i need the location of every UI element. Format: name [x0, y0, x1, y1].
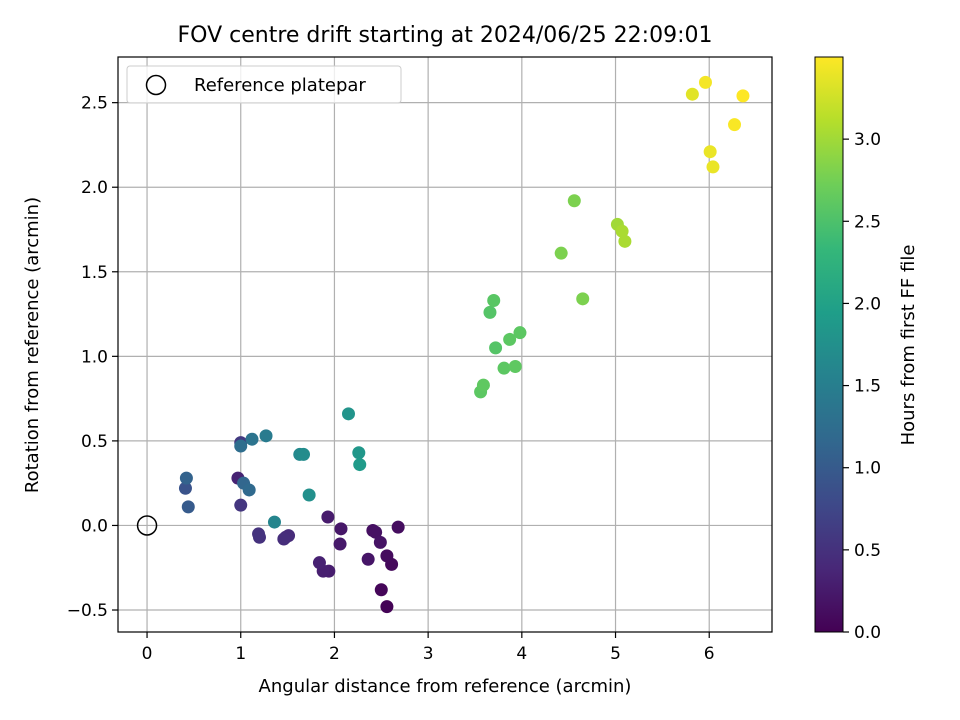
data-point — [373, 535, 387, 549]
data-point — [476, 378, 490, 392]
plot-frame — [117, 56, 773, 633]
data-point — [353, 458, 367, 472]
data-point — [352, 446, 366, 460]
data-point — [374, 583, 388, 597]
colorbar-tick-label: 3.0 — [854, 130, 881, 150]
data-point — [312, 556, 326, 570]
legend: Reference platepar — [126, 65, 402, 104]
x-tick-label: 6 — [704, 644, 715, 664]
data-point — [706, 160, 720, 174]
colorbar-tick-label: 1.0 — [854, 459, 881, 479]
data-point — [615, 224, 629, 238]
data-point — [736, 89, 750, 103]
colorbar-gradient — [814, 56, 844, 633]
data-point — [181, 500, 195, 514]
data-point — [508, 359, 522, 373]
data-point — [489, 341, 503, 355]
x-axis-label: Angular distance from reference (arcmin) — [259, 676, 632, 697]
y-tick-label: 2.0 — [81, 178, 108, 198]
grid-lines — [118, 57, 772, 632]
data-point — [576, 292, 590, 306]
colorbar-ticks: 0.0 0.5 1.0 1.5 2.0 2.5 3.0 — [843, 130, 881, 643]
data-point — [179, 471, 193, 485]
y-tick-label: 0.5 — [81, 432, 108, 452]
data-point — [497, 361, 511, 375]
legend-box — [126, 65, 402, 104]
colorbar-tick-label: 1.5 — [854, 377, 881, 397]
data-point — [267, 515, 281, 529]
colorbar-tick-label: 0.0 — [854, 623, 881, 643]
data-point — [277, 532, 291, 546]
data-point — [252, 527, 266, 541]
data-point — [483, 305, 497, 319]
data-point — [685, 87, 699, 101]
data-point — [728, 118, 742, 132]
data-point — [242, 483, 256, 497]
x-tick-label: 0 — [142, 644, 153, 664]
legend-reference-marker — [145, 74, 167, 96]
data-point — [380, 549, 394, 563]
data-point — [234, 498, 248, 512]
legend-label-reference: Reference platepar — [194, 75, 366, 96]
data-point — [178, 481, 192, 495]
data-point — [391, 520, 405, 534]
colorbar-tick-label: 2.0 — [854, 294, 881, 314]
data-point — [245, 432, 259, 446]
colorbar-tick-label: 2.5 — [854, 212, 881, 232]
data-point — [567, 194, 581, 208]
y-tick-label: 1.0 — [81, 347, 108, 367]
colorbar-tick-label: 0.5 — [854, 541, 881, 561]
colorbar: 0.0 0.5 1.0 1.5 2.0 2.5 3.0 Hours from first F… — [814, 56, 919, 643]
x-axis-ticks: 0 1 2 3 4 5 6 — [142, 632, 715, 664]
x-tick-label: 5 — [610, 644, 621, 664]
colorbar-label: Hours from first FF file — [898, 245, 919, 446]
y-tick-label: 0.0 — [81, 516, 108, 536]
data-point — [259, 429, 273, 443]
data-point — [513, 326, 527, 340]
chart-title: FOV centre drift starting at 2024/06/25 … — [178, 23, 713, 48]
x-tick-label: 3 — [423, 644, 434, 664]
x-tick-label: 4 — [516, 644, 527, 664]
data-point — [380, 600, 394, 614]
data-point — [341, 407, 355, 421]
x-tick-label: 2 — [329, 644, 340, 664]
data-point — [302, 488, 316, 502]
data-points — [136, 75, 750, 614]
reference-platepar-marker — [136, 515, 158, 536]
y-tick-label: 1.5 — [81, 263, 108, 283]
data-point — [333, 537, 347, 551]
data-point — [503, 332, 517, 346]
data-point — [703, 145, 717, 159]
y-axis-label: Rotation from reference (arcmin) — [22, 197, 43, 493]
data-point — [369, 525, 383, 539]
x-tick-label: 1 — [235, 644, 246, 664]
data-point — [234, 439, 248, 453]
data-point — [618, 234, 632, 248]
y-tick-label: −0.5 — [67, 601, 108, 621]
data-point — [487, 294, 501, 308]
data-point — [361, 552, 375, 566]
data-point — [698, 75, 712, 89]
data-point — [334, 522, 348, 536]
y-axis-ticks: −0.5 0.0 0.5 1.0 1.5 2.0 2.5 — [67, 94, 118, 621]
data-point — [554, 246, 568, 260]
y-tick-label: 2.5 — [81, 94, 108, 114]
data-point — [297, 447, 311, 461]
data-point — [321, 510, 335, 524]
